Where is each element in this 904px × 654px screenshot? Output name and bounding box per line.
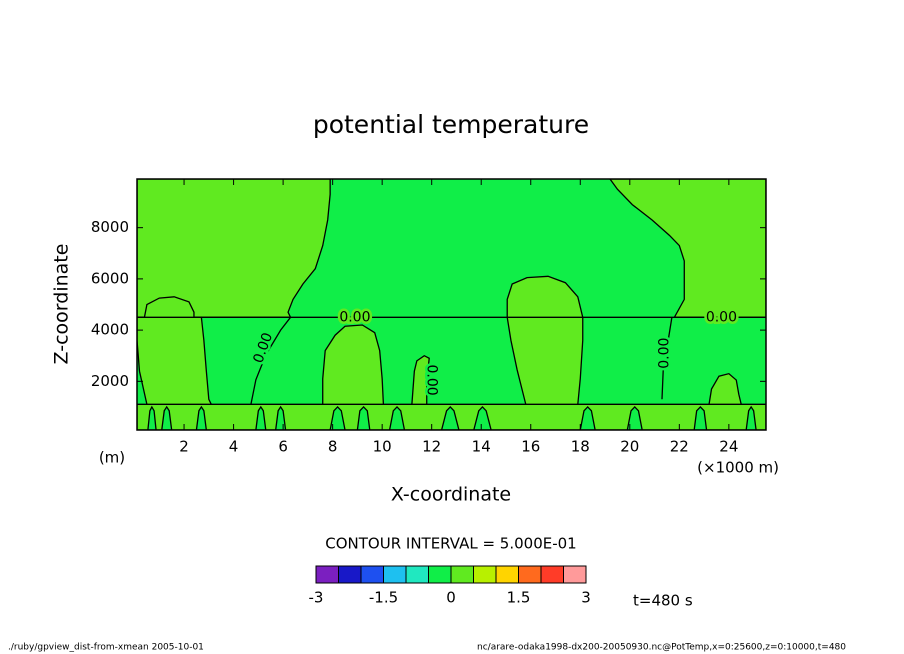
x-tick-label: 22 xyxy=(670,438,689,456)
plot-frame xyxy=(136,178,767,431)
colorbar-box xyxy=(518,565,542,584)
contour-label: 0.00 xyxy=(339,309,370,325)
colorbar-tick-label: 3 xyxy=(581,589,591,607)
contour-region xyxy=(195,405,207,430)
contour-label: 0.00 xyxy=(656,338,672,369)
x-tick-label: 20 xyxy=(620,438,639,456)
time-label: t=480 s xyxy=(633,592,693,610)
contour-region xyxy=(255,405,267,430)
colorbar-box xyxy=(540,565,564,584)
x-tick-label: 6 xyxy=(278,438,288,456)
footer-left: ./ruby/gpview_dist-from-xmean 2005-10-01 xyxy=(8,643,204,653)
colorbar-box xyxy=(383,565,407,584)
contour-region xyxy=(708,372,743,406)
contour-region xyxy=(473,406,492,430)
x-tick-label: 10 xyxy=(373,438,392,456)
colorbar-box xyxy=(450,565,474,584)
contour-region xyxy=(356,406,371,430)
chart-title: potential temperature xyxy=(313,110,589,139)
colorbar-box xyxy=(473,565,497,584)
contour-label: 0.00 xyxy=(706,309,737,325)
x-axis-label: X-coordinate xyxy=(391,484,511,506)
y-tick-label: 8000 xyxy=(91,218,129,236)
contour-region xyxy=(161,405,173,430)
contour-line xyxy=(661,317,673,400)
x-tick-label: 18 xyxy=(571,438,590,456)
colorbar-box xyxy=(315,565,339,584)
y-tick-label: 6000 xyxy=(91,269,129,287)
contour-region xyxy=(329,406,346,430)
x-tick-label: 4 xyxy=(229,438,239,456)
contour-region xyxy=(322,324,385,406)
contour-region xyxy=(147,405,157,430)
colorbar-box xyxy=(428,565,452,584)
colorbar-tick-label: 0 xyxy=(446,589,456,607)
contour-label: 0.00 xyxy=(424,364,440,395)
contour-region xyxy=(137,296,213,406)
contour-region xyxy=(693,406,708,430)
colorbar-tick-label: -1.5 xyxy=(369,589,398,607)
colorbar-box xyxy=(360,565,384,584)
colorbar-box xyxy=(405,565,429,584)
contour-region xyxy=(440,406,460,430)
y-axis-label: Z-coordinate xyxy=(51,244,73,365)
colorbar-tick-label: -3 xyxy=(309,589,324,607)
contour-interval: CONTOUR INTERVAL = 5.000E-01 xyxy=(325,535,576,553)
contour-region xyxy=(506,275,584,406)
footer-right: nc/arare-odaka1998-dx200-20050930.nc@Pot… xyxy=(477,643,846,653)
colorbar-box xyxy=(563,565,587,584)
contour-region xyxy=(411,354,430,406)
colorbar-tick-label: 1.5 xyxy=(507,589,531,607)
contour-region xyxy=(579,406,596,430)
x-unit: (×1000 m) xyxy=(697,459,779,477)
x-tick-label: 12 xyxy=(422,438,441,456)
colorbar-box xyxy=(495,565,519,584)
colorbar-box xyxy=(338,565,362,584)
x-tick-label: 16 xyxy=(521,438,540,456)
x-tick-label: 8 xyxy=(328,438,338,456)
plot-area: 0.00 0.000.000.000.00 xyxy=(137,179,766,430)
x-tick-label: 24 xyxy=(719,438,738,456)
y-unit: (m) xyxy=(99,449,125,467)
y-tick-label: 2000 xyxy=(91,372,129,390)
y-tick-label: 4000 xyxy=(91,321,129,339)
x-tick-label: 2 xyxy=(179,438,189,456)
contour-line xyxy=(250,316,292,405)
contour-region xyxy=(626,406,643,430)
x-tick-label: 14 xyxy=(472,438,491,456)
contour-region xyxy=(609,179,766,318)
contour-region xyxy=(745,405,757,430)
contour-region xyxy=(388,406,406,430)
